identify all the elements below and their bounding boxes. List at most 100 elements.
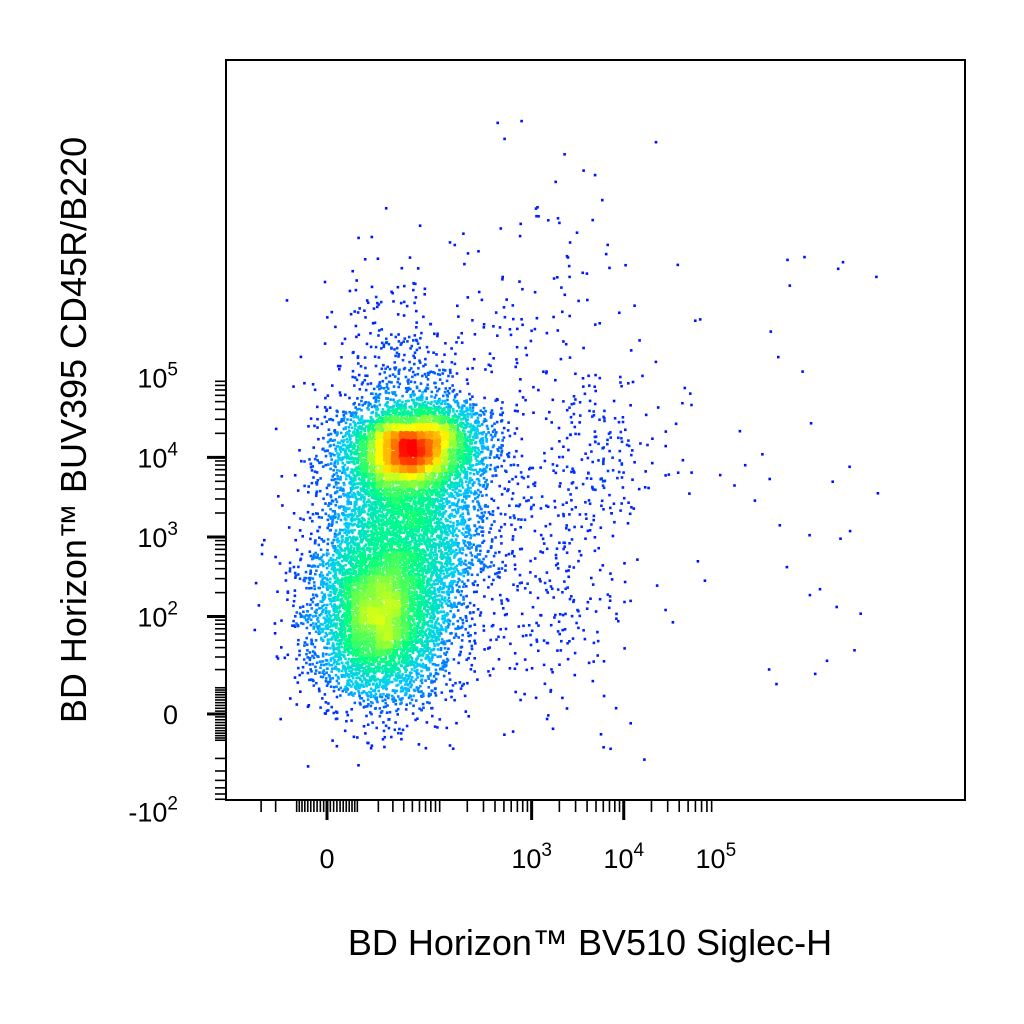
event-dot	[520, 547, 524, 551]
event-dot	[461, 618, 464, 622]
event-dot	[296, 489, 300, 492]
event-dot	[326, 638, 330, 642]
event-dot	[308, 550, 312, 553]
event-dot	[568, 513, 571, 516]
event-dot	[485, 438, 488, 441]
event-dot	[446, 519, 449, 522]
event-dot	[486, 550, 490, 553]
event-dot	[297, 573, 300, 576]
event-dot	[408, 405, 412, 409]
event-dot	[443, 616, 446, 620]
event-dot	[343, 549, 346, 552]
event-dot	[543, 451, 546, 455]
event-dot	[436, 643, 440, 647]
event-dot	[453, 528, 456, 532]
event-dot	[338, 528, 342, 532]
event-dot	[539, 466, 542, 469]
event-dot	[497, 658, 501, 661]
event-dot	[404, 387, 408, 390]
event-dot	[507, 488, 510, 491]
event-dot	[583, 637, 587, 641]
event-dot	[449, 524, 453, 528]
event-dot	[354, 512, 357, 515]
event-dot	[391, 680, 394, 684]
event-dot	[318, 563, 322, 566]
event-dot	[460, 684, 464, 688]
event-dot	[359, 540, 363, 544]
event-dot	[403, 337, 407, 340]
event-dot	[292, 624, 296, 627]
event-dot	[432, 583, 435, 586]
event-dot	[444, 626, 448, 629]
event-dot	[466, 570, 469, 573]
event-dot	[450, 606, 453, 609]
event-dot	[647, 486, 650, 490]
event-dot	[477, 488, 480, 492]
event-dot	[319, 477, 322, 480]
event-dot	[449, 689, 452, 693]
event-dot	[558, 440, 561, 443]
event-dot	[328, 502, 331, 505]
event-dot	[311, 383, 315, 386]
event-dot	[345, 514, 348, 517]
event-dot	[400, 686, 404, 689]
event-dot	[393, 401, 397, 404]
event-dot	[537, 624, 540, 627]
event-dot	[374, 706, 377, 710]
event-dot	[323, 593, 326, 597]
event-dot	[465, 401, 468, 404]
event-dot	[459, 489, 462, 493]
event-dot	[347, 524, 351, 528]
event-dot	[345, 493, 348, 497]
event-dot	[434, 543, 438, 547]
event-dot	[349, 312, 353, 316]
event-dot	[465, 474, 469, 478]
event-dot	[498, 446, 501, 449]
event-dot	[447, 413, 450, 417]
event-dot	[321, 654, 325, 658]
event-dot	[334, 590, 338, 594]
event-dot	[442, 620, 445, 624]
event-dot	[402, 314, 406, 317]
event-dot	[519, 222, 522, 226]
event-dot	[575, 486, 578, 490]
event-dot	[356, 497, 360, 501]
event-dot	[454, 634, 458, 638]
event-dot	[357, 518, 361, 521]
event-dot	[402, 340, 405, 343]
event-dot	[546, 641, 550, 645]
event-dot	[390, 347, 393, 350]
event-dot	[353, 401, 356, 405]
event-dot	[602, 459, 605, 463]
event-dot	[556, 217, 560, 220]
event-dot	[466, 511, 470, 514]
event-dot	[347, 498, 350, 501]
event-dot	[630, 506, 633, 509]
event-dot	[336, 618, 339, 621]
event-dot	[296, 623, 300, 627]
event-dot	[592, 410, 595, 413]
event-dot	[332, 574, 335, 578]
event-dot	[545, 571, 549, 574]
event-dot	[405, 724, 409, 728]
event-dot	[477, 532, 480, 536]
event-dot	[312, 581, 316, 584]
event-dot	[438, 405, 441, 408]
event-dot	[294, 538, 297, 542]
event-dot	[451, 384, 454, 387]
event-dot	[586, 456, 590, 460]
event-dot	[466, 546, 470, 550]
event-dot	[366, 419, 369, 423]
event-dot	[364, 388, 368, 392]
event-dot	[494, 311, 498, 314]
event-dot	[468, 407, 472, 410]
event-dot	[470, 573, 474, 577]
event-dot	[494, 572, 497, 576]
event-dot	[322, 436, 325, 440]
event-dot	[470, 558, 474, 562]
event-dot	[308, 458, 311, 461]
event-dot	[331, 562, 334, 565]
event-dot	[347, 461, 350, 464]
event-dot	[461, 406, 464, 410]
event-dot	[471, 484, 475, 487]
